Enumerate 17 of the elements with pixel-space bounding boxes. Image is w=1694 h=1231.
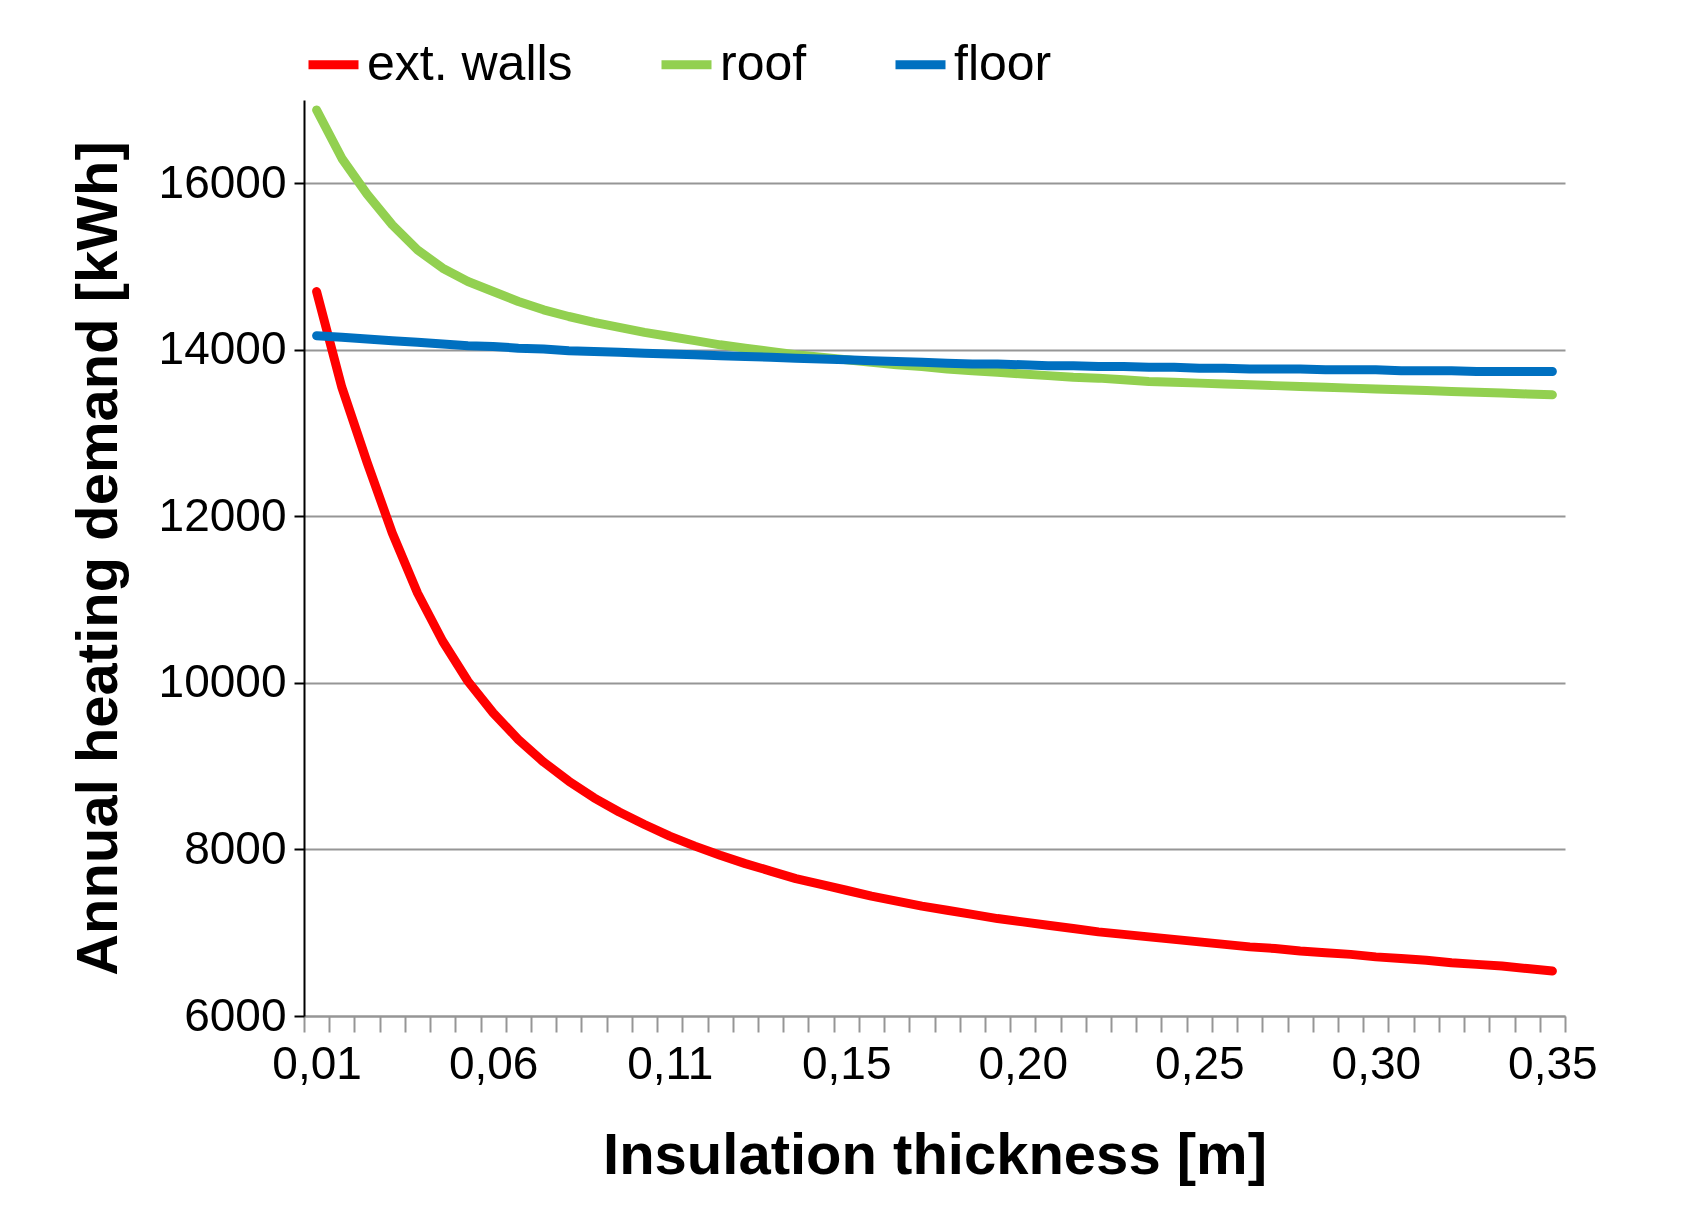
x-tick-label: 0,25 <box>1155 1036 1245 1089</box>
legend-label: ext. walls <box>367 34 573 91</box>
x-tick-label: 0,06 <box>448 1036 539 1089</box>
x-tick-label: 0,15 <box>801 1036 892 1089</box>
x-tick-label: 0,20 <box>978 1036 1069 1089</box>
x-tick-label: 0,30 <box>1331 1036 1422 1089</box>
legend-label: floor <box>954 34 1052 91</box>
x-tick-label: 0,11 <box>627 1036 714 1089</box>
y-tick-label: 16000 <box>158 155 287 208</box>
y-axis-title: Annual heating demand [kWh] <box>63 141 129 976</box>
x-axis-title: Insulation thickness [m] <box>603 1120 1267 1186</box>
y-tick-label: 12000 <box>158 488 287 541</box>
legend-label: roof <box>720 34 807 91</box>
x-tick-label: 0,35 <box>1508 1036 1598 1089</box>
y-tick-label: 14000 <box>158 322 287 375</box>
y-tick-label: 10000 <box>158 655 287 708</box>
y-tick-label: 8000 <box>184 821 287 874</box>
